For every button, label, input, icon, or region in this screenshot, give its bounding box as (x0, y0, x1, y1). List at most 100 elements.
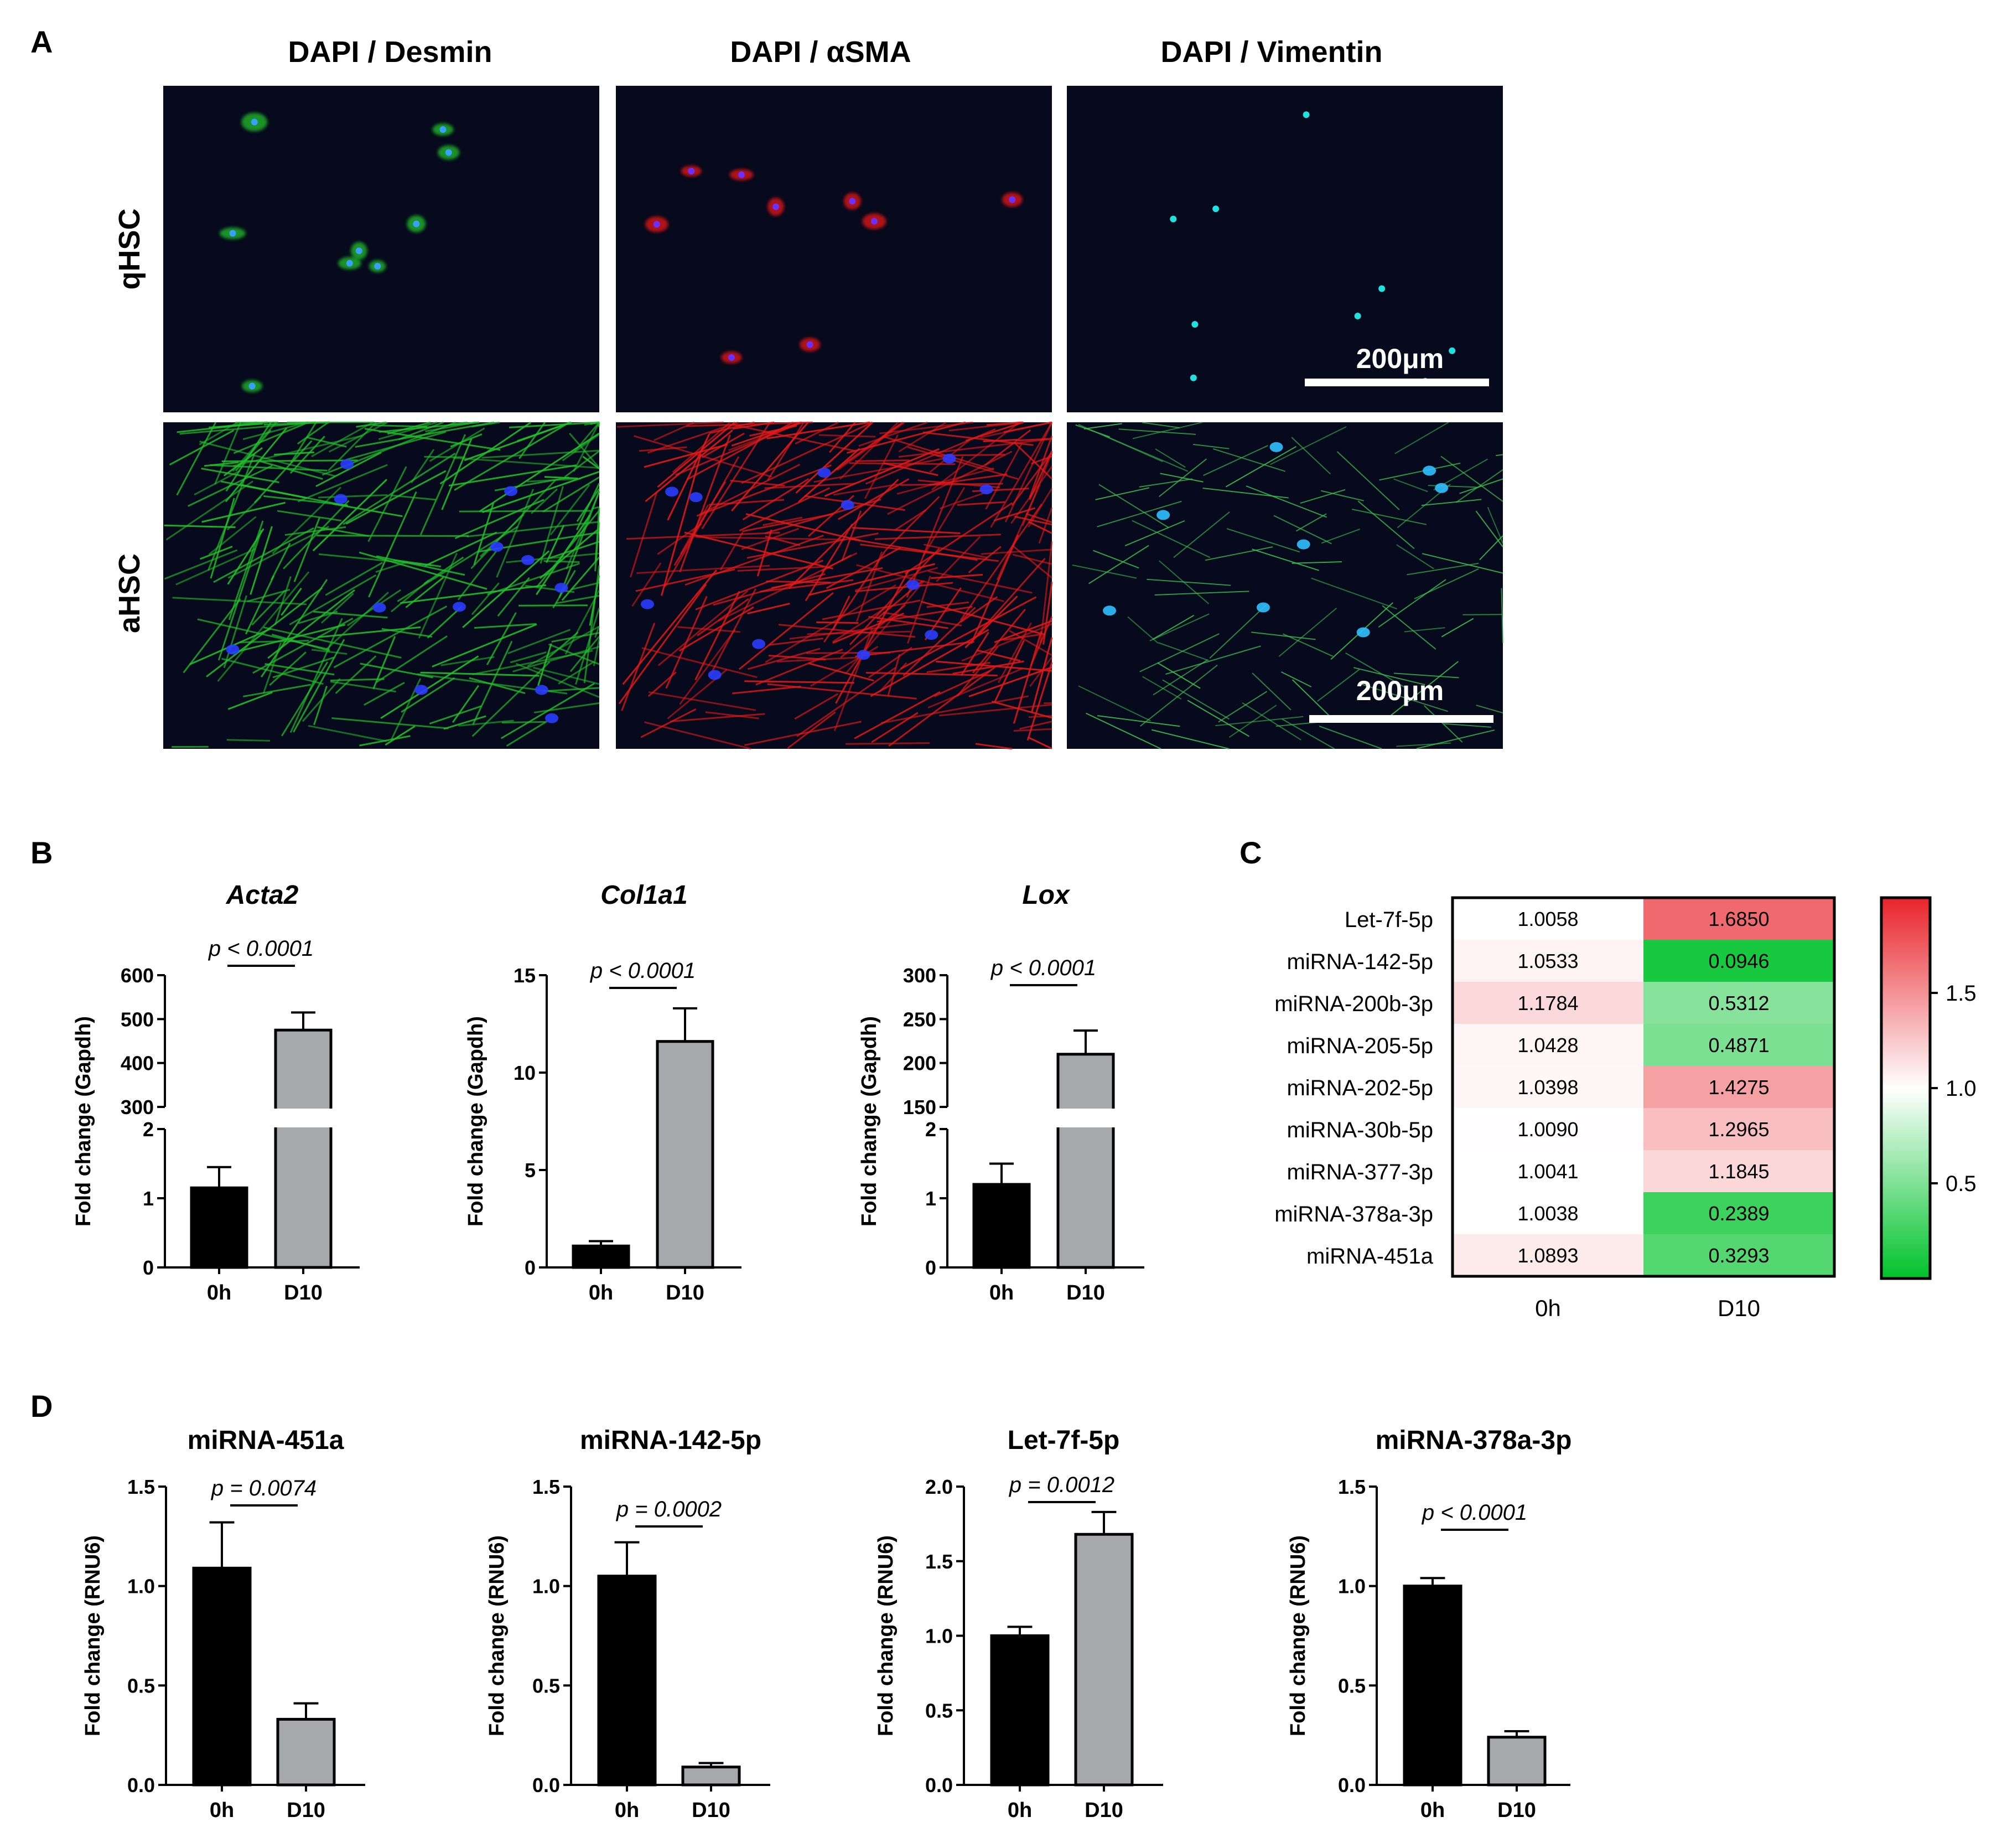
fiber (1139, 633, 1220, 672)
fiber (626, 531, 780, 540)
fiber (364, 428, 501, 451)
fiber (376, 555, 465, 576)
fiber (980, 421, 1052, 439)
fiber (653, 421, 695, 441)
fiber (210, 498, 235, 579)
fiber (900, 483, 1003, 486)
fiber (1028, 715, 1052, 718)
fiber (289, 436, 325, 474)
scale-bar-label-ahsc: 200μm (1356, 675, 1444, 706)
heatmap-cell-label: 1.0041 (1517, 1160, 1578, 1183)
fiber (594, 625, 600, 638)
fiber (1269, 426, 1347, 465)
fiber (1378, 579, 1446, 628)
fiber (165, 480, 253, 541)
heatmap-cell-label: 0.4871 (1708, 1034, 1769, 1057)
micro-tile-ahsc-vimentin (1067, 422, 1503, 749)
fiber (453, 457, 600, 469)
fiber (376, 635, 448, 683)
fiber (225, 427, 288, 503)
fiber (1379, 462, 1461, 481)
fiber (245, 575, 275, 635)
fiber (742, 478, 810, 521)
fiber (928, 570, 1033, 594)
fiber (405, 576, 444, 608)
nucleus (334, 494, 348, 504)
fiber (164, 524, 236, 529)
fiber (1226, 528, 1300, 553)
significance-label: p < 0.0001 (208, 936, 314, 961)
y-tick-label: 1.5 (532, 1476, 560, 1498)
y-tick-label: 300 (903, 964, 936, 987)
fiber (738, 566, 824, 572)
fiber (1357, 500, 1415, 550)
fiber (448, 464, 577, 487)
nucleus (665, 486, 679, 497)
fiber (936, 536, 981, 582)
fiber (981, 548, 1052, 555)
fiber (679, 629, 736, 705)
significance-label: p < 0.0001 (590, 959, 696, 983)
nucleus (1269, 442, 1283, 452)
fiber (648, 691, 756, 711)
fiber (661, 453, 702, 596)
x-tick-label: D10 (1497, 1799, 1536, 1822)
heatmap-row-label: miRNA-378a-3p (1274, 1202, 1433, 1226)
fiber (635, 568, 735, 592)
heatmap-row-label: miRNA-202-5p (1287, 1076, 1433, 1100)
row-label-ahsc: aHSC (113, 553, 146, 633)
fiber (1093, 550, 1139, 569)
row-label-qhsc: qHSC (113, 209, 146, 290)
nucleus (445, 149, 452, 156)
fiber (1019, 721, 1052, 730)
fiber (420, 671, 540, 677)
fiber (471, 421, 500, 428)
nucleus (414, 685, 428, 695)
significance-label: p = 0.0012 (1009, 1473, 1114, 1497)
fiber (1421, 499, 1482, 506)
fiber (531, 488, 558, 514)
nucleus (1296, 539, 1310, 550)
fiber (367, 466, 407, 542)
fiber (515, 662, 600, 698)
heatmap-cell (1643, 1108, 1834, 1150)
fiber (1011, 452, 1053, 506)
fiber (281, 661, 329, 737)
fiber (883, 612, 962, 627)
nucleus (545, 713, 559, 723)
fiber (829, 422, 856, 453)
heatmap-cell (1453, 1024, 1643, 1066)
fiber (1083, 423, 1122, 429)
bar-D10 (656, 1040, 714, 1269)
panel-label-c: C (1239, 835, 1262, 870)
nucleus (226, 644, 240, 655)
fiber (647, 421, 739, 454)
fiber (903, 607, 976, 676)
significance-label: p < 0.0001 (990, 956, 1096, 980)
fiber (1487, 506, 1503, 544)
bar-D10 (1074, 1533, 1134, 1787)
column-header-vimentin: DAPI / Vimentin (1160, 35, 1382, 69)
nucleus (535, 685, 548, 695)
fiber (462, 550, 550, 628)
fiber (675, 421, 802, 476)
fiber (302, 678, 341, 722)
fiber (385, 725, 416, 746)
fiber (200, 546, 233, 560)
fiber (763, 516, 803, 526)
x-tick-label: D10 (284, 1281, 323, 1305)
fiber (972, 608, 1026, 674)
fiber (331, 717, 449, 729)
fiber (789, 623, 913, 640)
fiber (795, 421, 839, 445)
x-tick-label: D10 (1085, 1799, 1123, 1822)
fiber (926, 601, 969, 608)
heatmap-cell-label: 1.0058 (1517, 908, 1578, 930)
heatmap-cell-label: 1.0533 (1517, 950, 1578, 972)
fiber (858, 421, 929, 447)
fiber (226, 739, 271, 742)
fiber (1162, 679, 1230, 720)
nucleus (374, 263, 381, 270)
heatmap-cell-label: 1.4275 (1708, 1076, 1769, 1099)
fiber (1278, 607, 1337, 657)
